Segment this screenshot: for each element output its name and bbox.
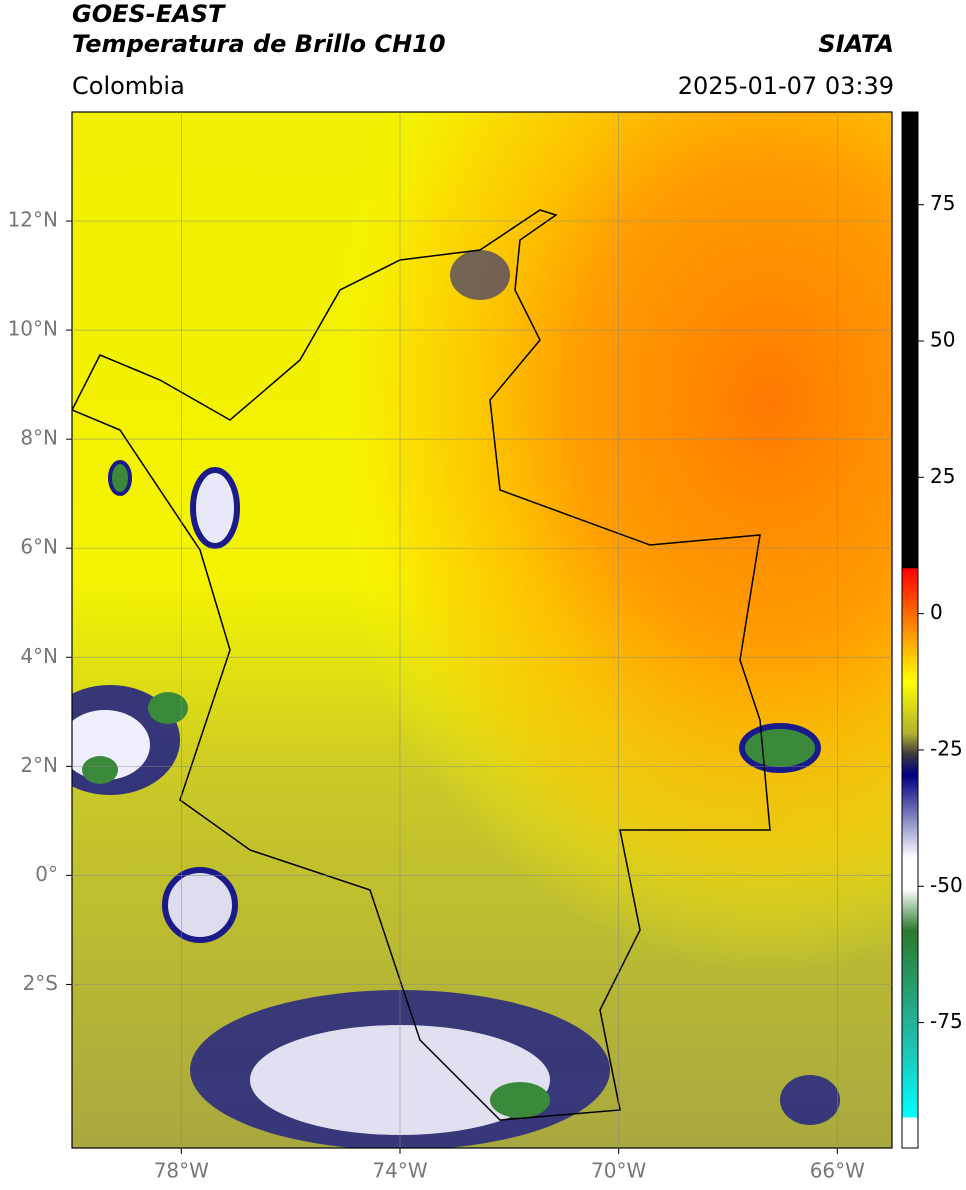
colorbar-label: -50 xyxy=(930,873,963,897)
y-tick-label: 0° xyxy=(35,862,58,886)
colorbar-label: 75 xyxy=(930,191,955,215)
colorbar-label: -25 xyxy=(930,736,963,760)
y-tick-label: 6°N xyxy=(20,535,58,559)
border xyxy=(72,209,771,1121)
colorbar xyxy=(901,111,919,1149)
x-tick-label: 66°W xyxy=(810,1159,865,1183)
satellite-image xyxy=(72,112,892,1148)
y-tick-label: 2°S xyxy=(23,971,58,995)
product-title: Temperatura de Brillo CH10 xyxy=(72,30,446,58)
x-tick-label: 70°W xyxy=(591,1159,646,1183)
y-tick-label: 12°N xyxy=(8,208,58,232)
timestamp: 2025-01-07 03:39 xyxy=(677,72,894,100)
colorbar-label: 0 xyxy=(930,600,943,624)
map-frame xyxy=(71,111,893,1149)
x-tick-label: 78°W xyxy=(154,1159,209,1183)
y-tick-label: 4°N xyxy=(20,644,58,668)
satellite-title: GOES-EAST xyxy=(72,0,225,28)
region: Colombia xyxy=(72,72,185,100)
y-tick-label: 8°N xyxy=(20,426,58,450)
colorbar-label: 50 xyxy=(930,328,955,352)
x-tick-label: 74°W xyxy=(372,1159,427,1183)
y-tick-label: 10°N xyxy=(8,317,58,341)
colorbar-label: 25 xyxy=(930,464,955,488)
agency: SIATA xyxy=(818,30,894,58)
colorbar-label: -75 xyxy=(930,1009,963,1033)
y-tick-label: 2°N xyxy=(20,753,58,777)
